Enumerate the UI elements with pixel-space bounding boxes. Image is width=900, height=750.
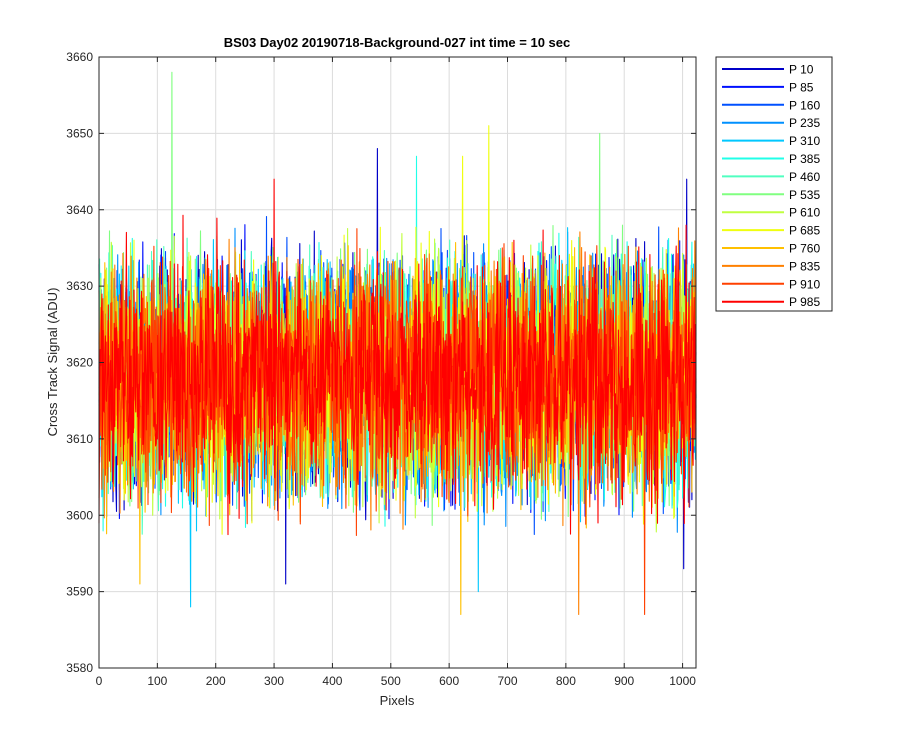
legend-entry-label: P 310 [789, 134, 820, 148]
x-tick-label: 900 [614, 674, 634, 688]
legend-entry-label: P 85 [789, 80, 814, 94]
x-tick-label: 100 [147, 674, 167, 688]
y-axis-label: Cross Track Signal (ADU) [45, 288, 60, 437]
x-tick-label: 1000 [669, 674, 696, 688]
x-tick-label: 300 [264, 674, 284, 688]
x-tick-label: 800 [556, 674, 576, 688]
legend-entry-label: P 685 [789, 224, 820, 238]
legend: P 10 P 85 P 160 P 235 P 310 P 385 P 460 P 535 P … [715, 56, 833, 312]
legend-entry-label: P 910 [789, 277, 820, 291]
x-tick-label: 200 [206, 674, 226, 688]
legend-entry-label: P 835 [789, 259, 820, 273]
series-line [98, 178, 697, 536]
legend-entry-label: P 385 [789, 152, 820, 166]
x-tick-label: 700 [497, 674, 517, 688]
legend-entry-label: P 760 [789, 242, 820, 256]
y-tick-label: 3600 [66, 508, 93, 522]
y-tick-label: 3650 [66, 126, 93, 140]
chart-title: BS03 Day02 20190718-Background-027 int t… [224, 35, 571, 50]
y-tick-label: 3610 [66, 432, 93, 446]
x-tick-label: 400 [322, 674, 342, 688]
x-tick-label: 500 [381, 674, 401, 688]
y-tick-label: 3630 [66, 279, 93, 293]
legend-entry-label: P 235 [789, 116, 820, 130]
y-tick-label: 3640 [66, 203, 93, 217]
x-tick-label: 0 [96, 674, 103, 688]
y-tick-label: 3620 [66, 356, 93, 370]
legend-entry-label: P 535 [789, 188, 820, 202]
y-tick-label: 3660 [66, 50, 93, 64]
y-axis-ticks: 3580 3590 3600 3610 3620 3630 3640 3650 3660 [66, 50, 696, 675]
legend-entry-label: P 160 [789, 98, 820, 112]
legend-entry-label: P 985 [789, 295, 820, 309]
legend-entry-label: P 610 [789, 206, 820, 220]
legend-entry-label: P 460 [789, 170, 820, 184]
x-tick-label: 600 [439, 674, 459, 688]
series-lines [98, 71, 697, 616]
y-tick-label: 3590 [66, 585, 93, 599]
x-axis-label: Pixels [380, 693, 415, 708]
x-axis-ticks: 0 100 200 300 400 500 600 700 800 900 1000 [96, 57, 696, 688]
legend-entry-label: P 10 [789, 63, 814, 77]
y-tick-label: 3580 [66, 661, 93, 675]
legend-box [715, 56, 833, 312]
